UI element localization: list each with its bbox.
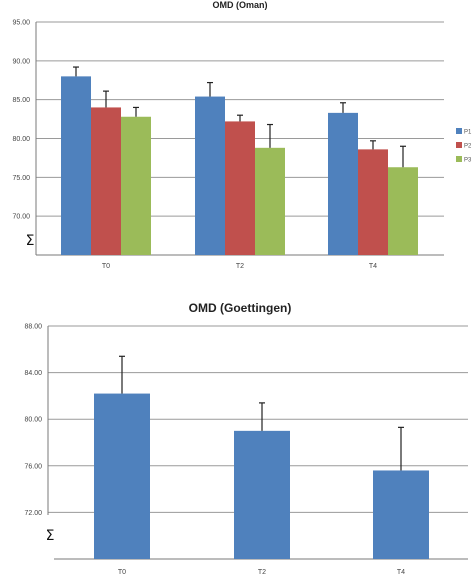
chart1-bar xyxy=(328,112,358,256)
chart2-ytick-label: 76.00 xyxy=(24,463,42,470)
chart1-legend-swatch xyxy=(456,128,462,134)
chart1-bar xyxy=(388,167,418,255)
chart2-ytick-label: 80.00 xyxy=(24,417,42,424)
chart1-ytick-label: 70.00 xyxy=(12,214,30,221)
chart1-category-label: T4 xyxy=(369,263,377,270)
sigma-symbol-bottom: Σ xyxy=(46,528,55,544)
chart1-bar xyxy=(195,96,225,255)
chart1-bar xyxy=(255,147,285,255)
chart1-ytick-label: 90.00 xyxy=(12,58,30,65)
chart2-title: OMD (Goettingen) xyxy=(189,301,292,315)
chart1-category-label: T0 xyxy=(102,263,110,270)
chart-goettingen: OMD (Goettingen) 88.00 84.00 80.00 76.00 72.0… xyxy=(24,301,468,576)
chart1-legend-label: P2 xyxy=(464,144,472,150)
chart1-legend-label: P1 xyxy=(464,130,472,136)
chart1-bar xyxy=(121,116,151,256)
chart1-bar xyxy=(225,121,255,255)
chart1-title: OMD (Oman) xyxy=(213,0,268,10)
chart1-ytick-label: 75.00 xyxy=(12,175,30,182)
chart1-category-label: T2 xyxy=(236,263,244,270)
chart1-ytick-label: 80.00 xyxy=(12,136,30,143)
chart2-ytick-label: 88.00 xyxy=(24,324,42,331)
chart1-ytick-label: 85.00 xyxy=(12,97,30,104)
chart2-category-label: T4 xyxy=(397,569,405,576)
chart2-category-label: T0 xyxy=(118,569,126,576)
chart1-legend-swatch xyxy=(456,156,462,162)
sigma-badge-bottom: Σ xyxy=(0,515,54,579)
chart2-ytick-label: 72.00 xyxy=(24,510,42,517)
chart1-bar xyxy=(61,76,91,255)
chart-oman: OMD (Oman) 95.00 90.00 85.00 80.00 75.00 70.00… xyxy=(12,0,472,270)
chart2-ytick-label: 84.00 xyxy=(24,370,42,377)
chart1-bar xyxy=(358,149,388,255)
chart1-legend-label: P3 xyxy=(464,158,472,164)
chart2-bar xyxy=(373,470,429,559)
chart1-ytick-label: 95.00 xyxy=(12,20,30,27)
chart1-bar xyxy=(91,107,121,255)
chart2-bar xyxy=(234,430,290,559)
chart1-legend-swatch xyxy=(456,142,462,148)
chart2-category-label: T2 xyxy=(258,569,266,576)
chart2-bar xyxy=(94,393,150,559)
sigma-badge-top: Σ xyxy=(5,227,35,273)
sigma-symbol-top: Σ xyxy=(26,233,35,249)
